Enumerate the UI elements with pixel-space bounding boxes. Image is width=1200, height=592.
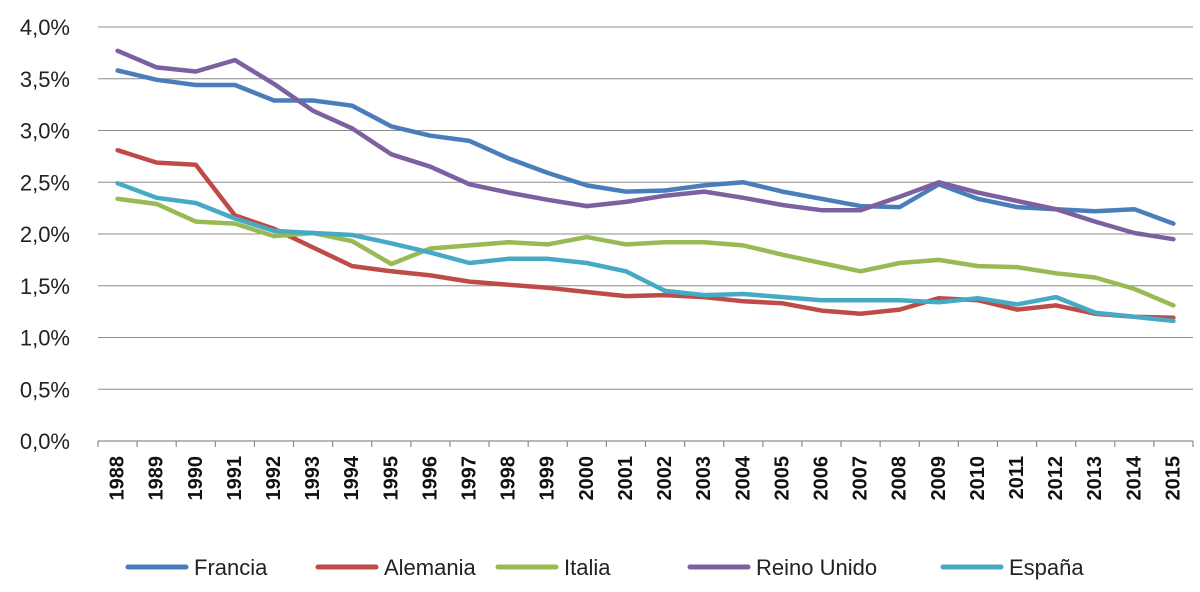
legend-label: Italia: [564, 555, 611, 580]
x-tick-label: 1990: [185, 456, 207, 501]
x-tick-label: 1992: [263, 456, 285, 501]
x-tick-label: 2007: [850, 456, 872, 501]
series-line-reino-unido: [115, 48, 1176, 242]
x-tick-label: 2010: [967, 456, 989, 501]
series-lines: [115, 48, 1176, 324]
x-tick-label: 2002: [654, 456, 676, 501]
y-axis-ticks: 0,0% 0,5% 1,0% 1,5% 2,0% 2,5% 3,0% 3,5% 4,0%: [20, 15, 70, 454]
y-tick-label: 2,5%: [20, 170, 70, 195]
x-tick-label: 2014: [1123, 455, 1145, 500]
legend-label: Reino Unido: [756, 555, 877, 580]
y-tick-label: 2,0%: [20, 222, 70, 247]
x-tick-label: 2004: [732, 455, 754, 500]
x-tick-label: 2005: [771, 456, 793, 501]
series-line-francia: [115, 68, 1176, 226]
x-tick-label: 2000: [576, 456, 598, 501]
x-axis-ticks: 1988 1989 1990 1991 1992 1993 1994 1995 1996 1997…: [107, 455, 1185, 500]
x-tick-label: 1995: [380, 456, 402, 501]
x-tick-label: 2008: [889, 456, 911, 501]
x-tick-label: 2001: [615, 456, 637, 501]
x-tick-label: 2011: [1006, 456, 1028, 499]
x-tick-label: 2006: [810, 456, 832, 501]
x-tick-label: 1991: [224, 456, 246, 501]
series-line-italia: [115, 196, 1176, 308]
x-tick-label: 1989: [146, 456, 168, 501]
y-tick-label: 1,5%: [20, 274, 70, 299]
y-tick-label: 0,5%: [20, 377, 70, 402]
legend-label: Alemania: [384, 555, 476, 580]
y-tick-label: 4,0%: [20, 15, 70, 40]
x-tick-label: 1993: [302, 456, 324, 501]
x-tick-label: 2013: [1084, 456, 1106, 501]
y-tick-label: 1,0%: [20, 326, 70, 351]
gridlines: [97, 26, 1194, 447]
series-line-alemania: [115, 147, 1176, 321]
legend-label: Francia: [194, 555, 268, 580]
x-tick-label: 2003: [693, 456, 715, 501]
x-tick-label: 1998: [498, 456, 520, 501]
legend-label: España: [1009, 555, 1084, 580]
x-tick-label: 1988: [107, 456, 129, 501]
x-tick-label: 2009: [928, 456, 950, 501]
x-tick-label: 1997: [459, 456, 481, 501]
x-tick-label: 1996: [419, 456, 441, 501]
y-tick-label: 0,0%: [20, 429, 70, 454]
series-line-españa: [115, 181, 1176, 324]
x-tick-label: 2012: [1045, 456, 1067, 501]
x-tick-label: 1994: [341, 455, 363, 500]
y-tick-label: 3,0%: [20, 119, 70, 144]
x-tick-label: 1999: [537, 456, 559, 501]
legend: Francia Alemania Italia Reino Unido España: [125, 555, 1084, 580]
x-tick-label: 2015: [1162, 456, 1184, 501]
y-tick-label: 3,5%: [20, 67, 70, 92]
